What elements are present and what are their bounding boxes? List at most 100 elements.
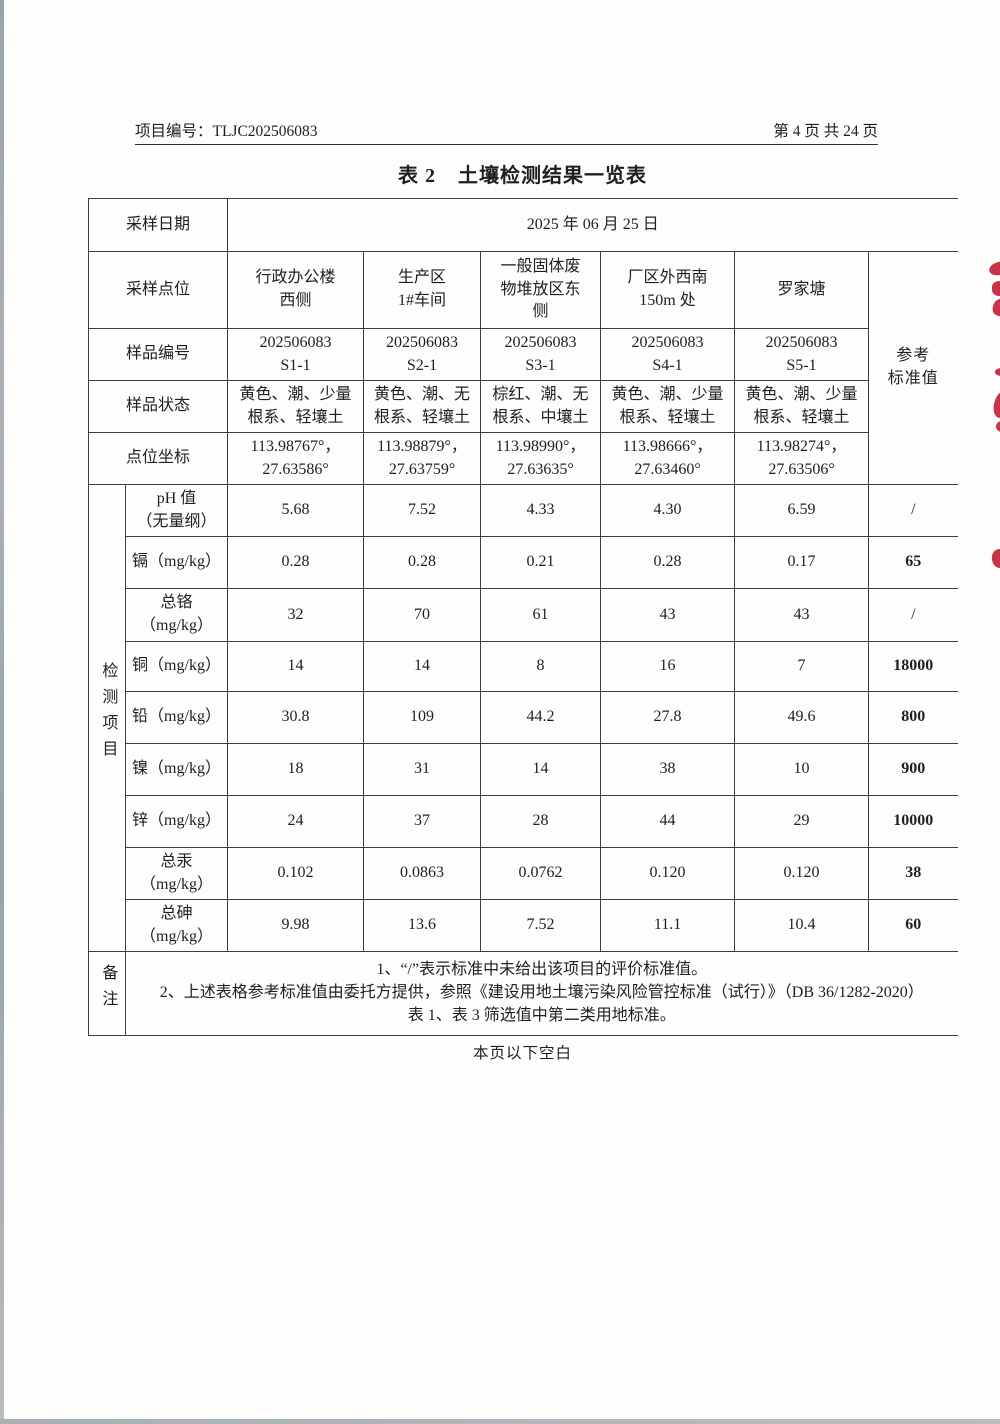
value-cell: 11.1 [600,899,736,952]
value-cell: 0.102 [227,847,365,900]
stamp-fragment [995,368,1000,376]
table-row: 备注 1、“/”表示标准中未给出该项目的评价标准值。 2、上述表格参考标准值由委托… [88,951,958,1036]
reference-column-header: 参考 标准值 [868,251,958,485]
row-label-sample-state: 样品状态 [87,380,229,433]
sampling-date-value: 2025 年 06 月 25 日 [227,198,958,252]
value-cell: 6.59 [734,484,870,537]
table-title-text: 土壤检测结果一览表 [458,165,647,187]
coord-cell: 113.98666°， 27.63460° [600,432,736,485]
table-number-label: 表 2 [398,165,436,187]
value-cell: 38 [600,743,736,796]
table-row: 总汞 （mg/kg） 0.102 0.0863 0.0762 0.120 0.12… [89,847,958,900]
value-cell: 37 [363,795,482,848]
coord-cell: 113.98990°， 27.63635° [480,432,602,485]
reference-cell: / [868,588,958,642]
location-cell: 罗家塘 [734,251,870,329]
stamp-fragment [987,259,1000,278]
table-row: 镍（mg/kg） 18 31 14 38 10 900 [89,743,958,796]
table-row: 总铬 （mg/kg） 32 70 61 43 43 / [89,588,958,642]
reference-cell: 60 [868,899,958,952]
detection-items-vertical-label: 检测项目 [99,662,117,767]
value-cell: 0.28 [600,536,736,589]
value-cell: 44 [600,795,736,848]
parameter-label: pH 值（无量纲） [124,484,229,537]
remarks-vertical-label: 备注 [99,963,117,1016]
parameter-label: 镉（mg/kg） [124,536,229,589]
scan-edge-left [0,0,4,1424]
value-cell: 14 [363,641,482,692]
location-cell: 一般固体废 物堆放区东侧 [480,251,602,329]
table-row: 总砷 （mg/kg） 9.98 13.6 7.52 11.1 10.4 60 [89,899,958,952]
state-cell: 黄色、潮、少量 根系、轻壤土 [600,380,736,433]
value-cell: 5.68 [227,484,365,537]
table-row: 样品状态 黄色、潮、少量 根系、轻壤土 黄色、潮、无 根系、轻壤土 棕红、潮、无 根系… [87,380,958,433]
project-number: 项目编号：TLJC202506083 [135,123,318,140]
reference-cell: 900 [868,743,958,796]
table-row: 样品编号 202506083 S1-1 202506083 S2-1 2025060… [87,328,958,381]
row-label-sampling-point: 采样点位 [87,251,229,329]
value-cell: 61 [480,588,602,642]
value-cell: 14 [480,743,602,796]
table-row: 检测项目 pH 值（无量纲） 5.68 7.52 4.33 4.30 6.59 … [88,484,958,952]
row-label-coordinates: 点位坐标 [87,432,229,485]
row-group-label-detection-items: 检测项目 [88,484,126,952]
value-cell: 43 [734,588,870,642]
parameter-label: 镍（mg/kg） [124,743,229,796]
location-cell: 厂区外西南 150m 处 [600,251,736,329]
remarks-content: 1、“/”表示标准中未给出该项目的评价标准值。 2、上述表格参考标准值由委托方提供… [124,951,958,1036]
parameter-label: 总砷 （mg/kg） [124,899,229,952]
coord-cell: 113.98274°， 27.63506° [734,432,870,485]
value-cell: 0.21 [480,536,602,589]
value-cell: 16 [600,641,736,692]
value-cell: 44.2 [480,691,602,744]
value-cell: 29 [734,795,870,848]
page-number: 第 4 页 共 24 页 [773,123,878,140]
table-row: 铅（mg/kg） 30.8 109 44.2 27.8 49.6 800 [89,691,958,744]
value-cell: 0.120 [734,847,870,900]
value-cell: 0.28 [227,536,365,589]
table-row: 锌（mg/kg） 24 37 28 44 29 10000 [89,795,958,848]
value-cell: 13.6 [363,899,482,952]
parameter-label: 总铬 （mg/kg） [124,588,229,642]
state-cell: 黄色、潮、少量 根系、轻壤土 [227,380,365,433]
table-row: 镉（mg/kg） 0.28 0.28 0.21 0.28 0.17 65 [89,536,958,589]
value-cell: 43 [600,588,736,642]
value-cell: 27.8 [600,691,736,744]
row-label-sampling-date: 采样日期 [87,198,229,252]
value-cell: 4.33 [480,484,602,537]
coord-cell: 113.98879°， 27.63759° [363,432,482,485]
value-cell: 49.6 [734,691,870,744]
row-label-sample-id: 样品编号 [87,328,229,381]
value-cell: 7.52 [480,899,602,952]
reference-cell: 65 [868,536,958,589]
parameter-label: 总汞 （mg/kg） [124,847,229,900]
sample-id-cell: 202506083 S5-1 [734,328,870,381]
state-cell: 黄色、潮、无 根系、轻壤土 [363,380,482,433]
page-bottom-note: 本页以下空白 [472,1045,572,1062]
page-header: 项目编号：TLJC202506083 第 4 页 共 24 页 [135,118,878,145]
sample-id-cell: 202506083 S2-1 [363,328,482,381]
state-cell: 黄色、潮、少量 根系、轻壤土 [734,380,870,433]
value-cell: 70 [363,588,482,642]
document-title: 表 2 土壤检测结果一览表 [88,159,957,188]
reference-cell: 18000 [868,641,958,692]
stamp-fragment [990,297,1000,318]
value-cell: 8 [480,641,602,692]
reference-cell: 38 [868,847,958,900]
stamp-fragment [990,547,1000,570]
table-row: 点位坐标 113.98767°， 27.63586° 113.98879°， 27.… [87,432,958,485]
value-cell: 109 [363,691,482,744]
value-cell: 10.4 [734,899,870,952]
sample-id-cell: 202506083 S4-1 [600,328,736,381]
value-cell: 0.120 [600,847,736,900]
parameter-label: 锌（mg/kg） [124,795,229,848]
value-cell: 7 [734,641,870,692]
value-cell: 18 [227,743,365,796]
location-cell: 生产区 1#车间 [363,251,482,329]
location-cell: 行政办公楼 西侧 [227,251,365,329]
stamp-fragment [996,421,1000,432]
value-cell: 4.30 [600,484,736,537]
soil-results-table: 采样日期 2025 年 06 月 25 日 采样点位 行政办公楼 西侧 生产区 1#… [87,198,958,1036]
value-cell: 0.28 [363,536,482,589]
